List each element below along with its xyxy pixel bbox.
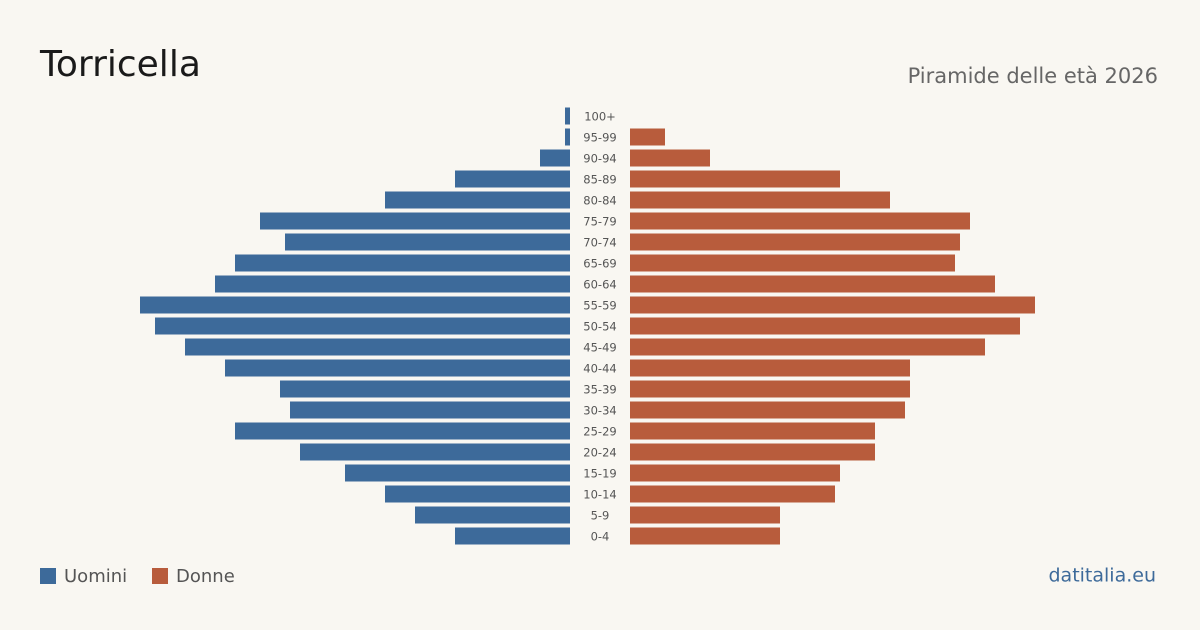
age-label: 0-4: [591, 530, 610, 544]
bar: [300, 443, 570, 461]
bar: [235, 254, 570, 272]
bar: [630, 359, 910, 377]
age-label: 65-69: [583, 257, 616, 271]
source: datitalia.eu: [1049, 565, 1157, 587]
age-label: 70-74: [583, 236, 616, 250]
age-label: 50-54: [583, 320, 616, 334]
legend-swatch: [40, 568, 56, 584]
age-label: 10-14: [583, 488, 616, 502]
bar: [630, 149, 710, 167]
age-label: 60-64: [583, 278, 616, 292]
bar: [140, 296, 570, 314]
bar: [540, 149, 570, 167]
bar: [630, 506, 780, 524]
bar: [285, 233, 570, 251]
bar: [260, 212, 570, 230]
age-label: 35-39: [583, 383, 616, 397]
legend-swatch: [152, 568, 168, 584]
bar: [185, 338, 570, 356]
bar: [630, 338, 985, 356]
age-label: 55-59: [583, 299, 616, 313]
bar: [630, 128, 665, 146]
age-label: 80-84: [583, 194, 616, 208]
age-label: 75-79: [583, 215, 616, 229]
bar: [630, 191, 890, 209]
bar: [215, 275, 570, 293]
bar: [385, 191, 570, 209]
bar: [630, 317, 1020, 335]
age-label: 45-49: [583, 341, 616, 355]
age-label: 95-99: [583, 131, 616, 145]
bar: [290, 401, 570, 419]
chart-title: Torricella: [39, 44, 201, 85]
age-label: 15-19: [583, 467, 616, 481]
bar: [225, 359, 570, 377]
bar: [630, 233, 960, 251]
bar: [385, 485, 570, 503]
bar: [415, 506, 570, 524]
age-label: 30-34: [583, 404, 616, 418]
bar: [630, 380, 910, 398]
age-label: 85-89: [583, 173, 616, 187]
bar: [235, 422, 570, 440]
bar: [155, 317, 570, 335]
bar: [630, 401, 905, 419]
bar: [455, 170, 570, 188]
legend-label: Donne: [176, 566, 235, 587]
bar: [630, 422, 875, 440]
bar: [455, 527, 570, 545]
bar: [345, 464, 570, 482]
chart-subtitle: Piramide delle età 2026: [908, 64, 1158, 88]
bar: [630, 170, 840, 188]
bar: [630, 212, 970, 230]
bar: [565, 107, 570, 125]
bar: [630, 485, 835, 503]
bar: [630, 254, 955, 272]
age-label: 25-29: [583, 425, 616, 439]
age-label: 100+: [584, 110, 616, 124]
bar: [280, 380, 570, 398]
bar: [630, 296, 1035, 314]
bar: [565, 128, 570, 146]
age-label: 5-9: [591, 509, 610, 523]
age-label: 90-94: [583, 152, 616, 166]
bar: [630, 275, 995, 293]
bar: [630, 527, 780, 545]
bar: [630, 464, 840, 482]
age-label: 40-44: [583, 362, 616, 376]
legend-label: Uomini: [64, 566, 127, 587]
bar: [630, 443, 875, 461]
age-label: 20-24: [583, 446, 616, 460]
